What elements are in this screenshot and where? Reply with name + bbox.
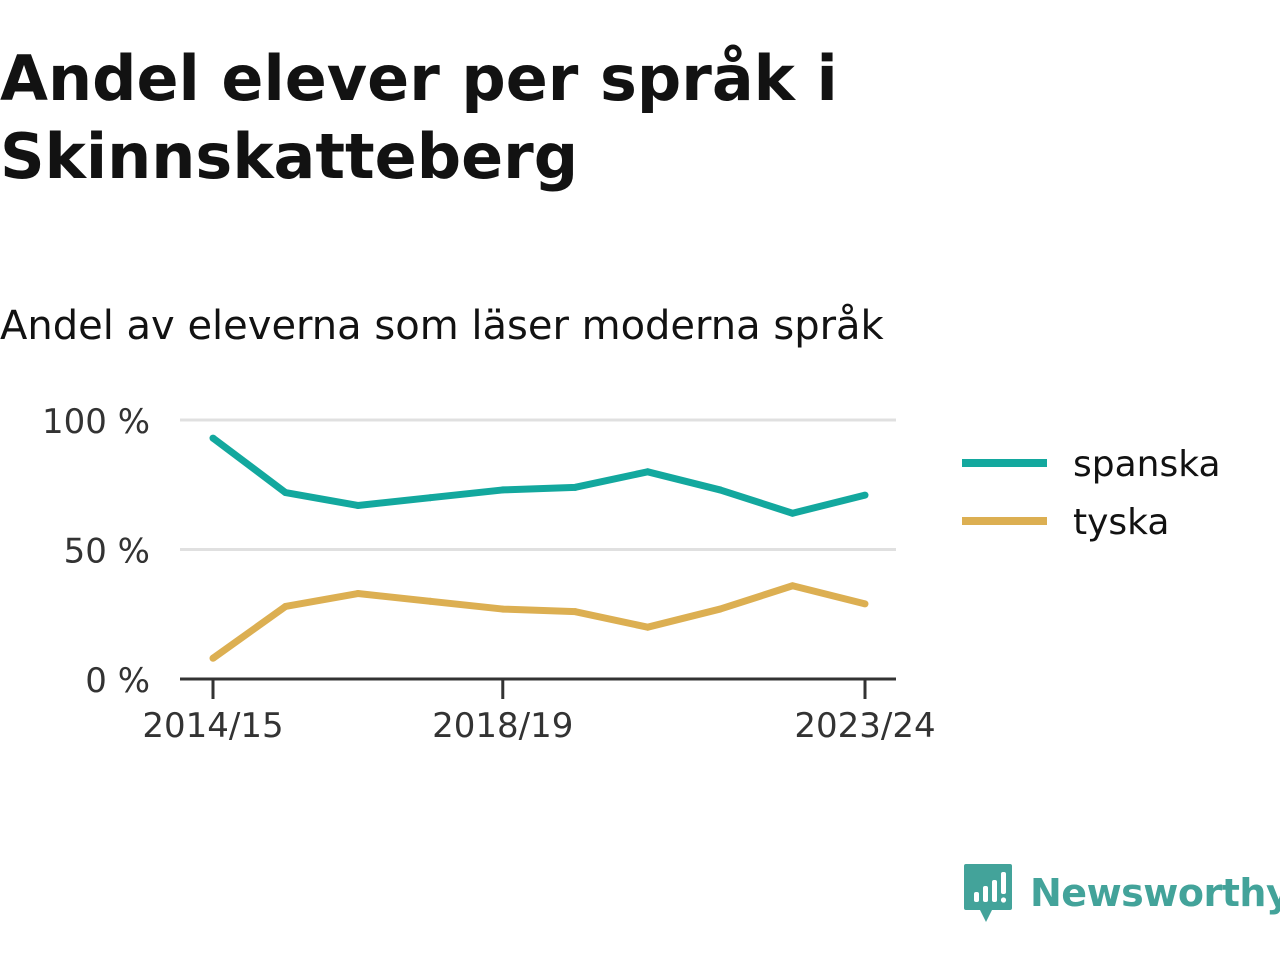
legend: spanska tyska [962,444,1221,543]
y-tick-label: 0 % [85,661,150,701]
data-point-tyska [281,602,289,610]
data-point-spanska [354,501,362,509]
data-point-spanska [861,491,869,499]
series-lines [209,434,869,662]
data-point-tyska [789,582,797,590]
data-point-spanska [789,509,797,517]
data-point-tyska [209,654,217,662]
data-point-tyska [644,623,652,631]
data-point-tyska [716,605,724,613]
data-point-spanska [499,486,507,494]
x-tick-label: 2014/15 [142,706,283,746]
data-point-tyska [499,605,507,613]
data-point-spanska [281,489,289,497]
axes: 0 % 50 % 100 % 2014/15 2018/19 2023/24 [42,402,936,746]
data-point-tyska [354,590,362,598]
data-point-spanska [644,468,652,476]
series-line-tyska [210,582,866,662]
data-point-spanska [209,434,217,442]
legend-label-tyska: tyska [1073,502,1169,543]
brand-logo: Newsworthy [962,862,1280,924]
x-tick-label: 2023/24 [794,706,935,746]
data-point-spanska [571,483,579,491]
legend-label-spanska: spanska [1073,444,1221,485]
y-tick-label: 100 % [42,402,150,442]
chart-subtitle: Andel av eleverna som läser moderna språ… [0,303,884,349]
grid-lines [180,418,896,551]
data-point-tyska [571,608,579,616]
newsworthy-logo-icon [964,864,1012,922]
data-point-spanska [426,494,434,502]
x-tick-label: 2018/19 [432,706,573,746]
data-point-spanska [716,486,724,494]
data-point-tyska [861,600,869,608]
series-line-spanska [210,435,866,517]
brand-name: Newsworthy [1030,871,1280,915]
data-point-tyska [426,597,434,605]
y-tick-label: 50 % [64,532,150,572]
chart-title: Andel elever per språk i Skinnskatteberg [0,42,838,193]
